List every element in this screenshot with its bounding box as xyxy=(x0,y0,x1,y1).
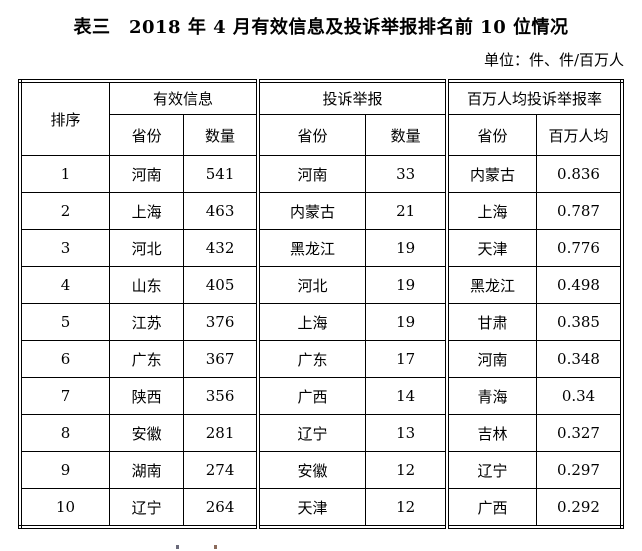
cell-complaint-province: 内蒙古 xyxy=(255,192,367,230)
cell-rate-value: 0.327 xyxy=(536,414,623,452)
cell-valid-count: 274 xyxy=(183,451,259,489)
cell-rank: 4 xyxy=(19,266,110,304)
cell-complaint-province: 上海 xyxy=(255,303,367,341)
cell-rank: 9 xyxy=(19,451,110,489)
cell-complaint-count: 19 xyxy=(365,229,448,267)
column-group-complaints: 投诉举报 xyxy=(255,80,448,115)
cell-rate-province: 上海 xyxy=(445,192,538,230)
cell-rate-province: 辽宁 xyxy=(445,451,538,489)
cell-valid-province: 江苏 xyxy=(108,303,185,341)
cell-rate-province: 天津 xyxy=(445,229,538,267)
cell-rank: 3 xyxy=(19,229,110,267)
ranking-table: 排序 有效信息 投诉举报 百万人均投诉举报率 省份 数量 省份 数量 省份 百万… xyxy=(18,79,624,529)
cell-valid-province: 河北 xyxy=(108,229,185,267)
table-row: 4 山东 405 河北 19 黑龙江 0.498 xyxy=(19,266,623,304)
cell-rate-value: 0.292 xyxy=(536,488,623,528)
table-row: 8 安徽 281 辽宁 13 吉林 0.327 xyxy=(19,414,623,452)
cell-valid-count: 432 xyxy=(183,229,259,267)
cell-rate-value: 0.776 xyxy=(536,229,623,267)
cell-rate-province: 河南 xyxy=(445,340,538,378)
cell-valid-count: 541 xyxy=(183,155,259,193)
cell-rank: 10 xyxy=(19,488,110,528)
cell-complaint-province: 河南 xyxy=(255,155,367,193)
cell-rank: 5 xyxy=(19,303,110,341)
page-title: 表三 2018 年 4 月有效信息及投诉举报排名前 10 位情况 xyxy=(73,17,569,38)
cell-complaint-province: 黑龙江 xyxy=(255,229,367,267)
cell-rate-province: 黑龙江 xyxy=(445,266,538,304)
cell-rate-value: 0.498 xyxy=(536,266,623,304)
cell-valid-count: 264 xyxy=(183,488,259,528)
cell-rate-province: 内蒙古 xyxy=(445,155,538,193)
cell-valid-count: 356 xyxy=(183,377,259,415)
table-row: 7 陕西 356 广西 14 青海 0.34 xyxy=(19,377,623,415)
cell-rate-value: 0.34 xyxy=(536,377,623,415)
unit-note: 单位：件、件/百万人 xyxy=(483,51,624,69)
cell-complaint-count: 17 xyxy=(365,340,448,378)
column-header-complaint-province: 省份 xyxy=(255,114,367,156)
cell-rank: 1 xyxy=(19,155,110,193)
column-header-valid-count: 数量 xyxy=(183,114,259,156)
cell-rate-province: 广西 xyxy=(445,488,538,528)
cell-complaint-count: 19 xyxy=(365,266,448,304)
column-group-complaint-rate: 百万人均投诉举报率 xyxy=(445,80,623,115)
cell-valid-province: 山东 xyxy=(108,266,185,304)
table-row: 3 河北 432 黑龙江 19 天津 0.776 xyxy=(19,229,623,267)
cell-complaint-count: 21 xyxy=(365,192,448,230)
table-body: 1 河南 541 河南 33 内蒙古 0.836 2 上海 463 内蒙古 21 上海 0.787 3 河北 4… xyxy=(19,155,623,528)
table-row: 10 辽宁 264 天津 12 广西 0.292 xyxy=(19,488,623,528)
table-row: 1 河南 541 河南 33 内蒙古 0.836 xyxy=(19,155,623,193)
header-sub-row: 省份 数量 省份 数量 省份 百万人均 xyxy=(20,114,623,156)
cell-complaint-province: 天津 xyxy=(255,488,367,528)
cell-valid-count: 281 xyxy=(183,414,259,452)
cell-rate-value: 0.836 xyxy=(536,155,623,193)
cell-rank: 6 xyxy=(19,340,110,378)
column-header-complaint-count: 数量 xyxy=(365,114,448,156)
cell-complaint-province: 安徽 xyxy=(255,451,367,489)
cell-rate-province: 甘肃 xyxy=(445,303,538,341)
cell-valid-count: 376 xyxy=(183,303,259,341)
cell-complaint-count: 33 xyxy=(365,155,448,193)
cell-complaint-province: 河北 xyxy=(255,266,367,304)
cell-complaint-province: 广西 xyxy=(255,377,367,415)
column-header-rank: 排序 xyxy=(19,80,110,156)
cell-rate-value: 0.385 xyxy=(536,303,623,341)
table-row: 5 江苏 376 上海 19 甘肃 0.385 xyxy=(19,303,623,341)
column-header-valid-province: 省份 xyxy=(108,114,185,156)
cell-rate-province: 青海 xyxy=(445,377,538,415)
cutoff-text-fragment xyxy=(176,545,179,549)
cell-complaint-province: 广东 xyxy=(255,340,367,378)
cutoff-text-fragment xyxy=(214,545,217,549)
cell-valid-count: 367 xyxy=(183,340,259,378)
cell-complaint-count: 12 xyxy=(365,451,448,489)
cell-rank: 2 xyxy=(19,192,110,230)
table-row: 6 广东 367 广东 17 河南 0.348 xyxy=(19,340,623,378)
cell-rate-value: 0.348 xyxy=(536,340,623,378)
table-row: 9 湖南 274 安徽 12 辽宁 0.297 xyxy=(19,451,623,489)
column-header-rate-per-million: 百万人均 xyxy=(536,114,623,156)
cell-complaint-count: 19 xyxy=(365,303,448,341)
cell-complaint-province: 辽宁 xyxy=(255,414,367,452)
cell-complaint-count: 14 xyxy=(365,377,448,415)
cell-rate-province: 吉林 xyxy=(445,414,538,452)
cell-rank: 7 xyxy=(19,377,110,415)
cell-complaint-count: 13 xyxy=(365,414,448,452)
cell-valid-count: 405 xyxy=(183,266,259,304)
cell-valid-province: 安徽 xyxy=(108,414,185,452)
cell-valid-count: 463 xyxy=(183,192,259,230)
column-group-valid-info: 有效信息 xyxy=(108,80,259,115)
cell-valid-province: 陕西 xyxy=(108,377,185,415)
cell-rate-value: 0.297 xyxy=(536,451,623,489)
cell-valid-province: 河南 xyxy=(108,155,185,193)
cell-valid-province: 广东 xyxy=(108,340,185,378)
cell-valid-province: 湖南 xyxy=(108,451,185,489)
table-row: 2 上海 463 内蒙古 21 上海 0.787 xyxy=(19,192,623,230)
cell-complaint-count: 12 xyxy=(365,488,448,528)
cell-valid-province: 辽宁 xyxy=(108,488,185,528)
header-group-row: 排序 有效信息 投诉举报 百万人均投诉举报率 xyxy=(19,80,623,156)
cell-rate-value: 0.787 xyxy=(536,192,623,230)
column-header-rate-province: 省份 xyxy=(445,114,538,156)
cell-valid-province: 上海 xyxy=(108,192,185,230)
cell-rank: 8 xyxy=(19,414,110,452)
